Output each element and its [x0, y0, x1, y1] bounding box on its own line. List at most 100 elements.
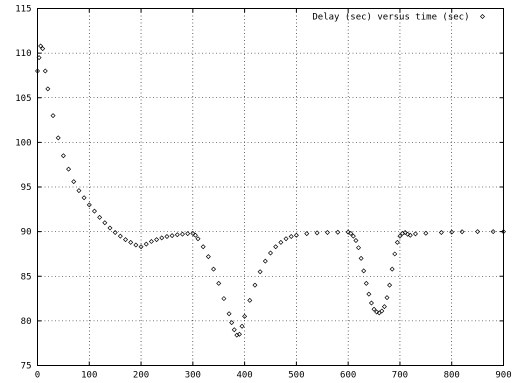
data-point: [363, 280, 369, 286]
data-point: [185, 231, 191, 237]
data-point: [262, 258, 268, 264]
data-point: [55, 135, 61, 141]
data-point: [71, 179, 77, 185]
axis-ticks: 0 100 200 300 400 500 600 700 800 900 75 80 85 90 95 10…: [15, 5, 511, 381]
y-tick-label: 110: [15, 49, 31, 59]
data-point: [268, 250, 273, 256]
data-point: [190, 230, 196, 236]
data-point: [438, 230, 444, 236]
data-point: [405, 231, 411, 237]
legend-label: Delay (sec) versus time (sec): [312, 13, 469, 23]
grid: [37, 8, 504, 366]
data-point: [154, 237, 160, 243]
data-point: [97, 214, 103, 220]
data-point: [169, 233, 175, 239]
data-point: [381, 304, 387, 310]
data-point: [148, 238, 154, 244]
data-point: [221, 296, 227, 302]
data-point: [392, 251, 398, 257]
data-point: [397, 233, 403, 239]
data-point: [412, 231, 418, 237]
data-point: [257, 269, 263, 275]
data-point: [192, 232, 198, 238]
data-point: [35, 68, 40, 74]
data-point: [407, 232, 413, 238]
data-point: [361, 268, 367, 274]
data-point: [304, 231, 310, 237]
y-tick-label: 90: [21, 228, 32, 238]
data-point: [143, 241, 149, 247]
data-point: [174, 232, 180, 238]
data-point: [379, 308, 385, 314]
data-point: [117, 233, 123, 239]
data-point: [348, 230, 354, 236]
data-point: [211, 266, 217, 272]
legend-marker: [480, 14, 485, 19]
x-tick-label: 0: [35, 371, 40, 381]
data-point: [501, 229, 506, 235]
data-point: [38, 43, 44, 49]
data-point: [102, 220, 108, 226]
x-tick-label: 900: [495, 371, 511, 381]
data-point: [123, 237, 129, 243]
data-point: [247, 297, 253, 303]
data-point: [368, 300, 374, 306]
series-points: [35, 43, 506, 338]
data-point: [293, 232, 299, 238]
data-point: [273, 244, 279, 250]
data-point: [133, 242, 139, 248]
data-point: [159, 235, 165, 241]
data-point: [449, 229, 455, 235]
data-point: [394, 239, 400, 245]
data-point: [239, 323, 245, 329]
data-point: [324, 230, 330, 236]
data-point: [66, 166, 72, 172]
data-point: [226, 311, 232, 317]
y-tick-label: 95: [21, 183, 32, 193]
data-point: [91, 208, 97, 214]
x-tick-label: 200: [133, 371, 149, 381]
data-point: [358, 255, 364, 261]
data-point: [138, 244, 144, 250]
data-point: [288, 234, 294, 240]
data-point: [387, 282, 393, 288]
y-tick-label: 80: [21, 317, 32, 327]
data-point: [164, 234, 170, 240]
data-point: [402, 230, 408, 236]
data-point: [60, 153, 66, 159]
data-point: [475, 229, 481, 235]
data-point: [76, 188, 82, 194]
data-point: [236, 331, 242, 337]
data-point: [345, 229, 351, 235]
data-point: [107, 225, 113, 231]
data-point: [400, 230, 406, 236]
data-point: [356, 245, 362, 251]
y-tick-label: 115: [15, 5, 31, 15]
y-tick-label: 75: [21, 362, 32, 372]
data-point: [314, 230, 320, 236]
x-tick-label: 300: [185, 371, 201, 381]
x-tick-label: 400: [236, 371, 252, 381]
data-point: [205, 254, 211, 260]
data-point: [36, 55, 42, 61]
x-tick-label: 600: [340, 371, 356, 381]
data-point: [353, 238, 359, 244]
data-point: [50, 113, 56, 119]
y-tick-label: 105: [15, 94, 31, 104]
data-point: [216, 280, 222, 286]
data-point: [42, 68, 48, 74]
data-point: [128, 239, 134, 245]
x-tick-label: 800: [444, 371, 460, 381]
data-point: [86, 202, 92, 208]
data-point: [283, 236, 289, 242]
data-point: [45, 86, 51, 92]
data-point: [490, 229, 496, 235]
data-point: [384, 295, 390, 301]
data-point: [459, 229, 465, 235]
data-point: [278, 239, 284, 245]
data-point: [366, 291, 372, 297]
data-point: [200, 244, 206, 250]
data-point: [350, 233, 356, 239]
data-point: [179, 231, 185, 237]
